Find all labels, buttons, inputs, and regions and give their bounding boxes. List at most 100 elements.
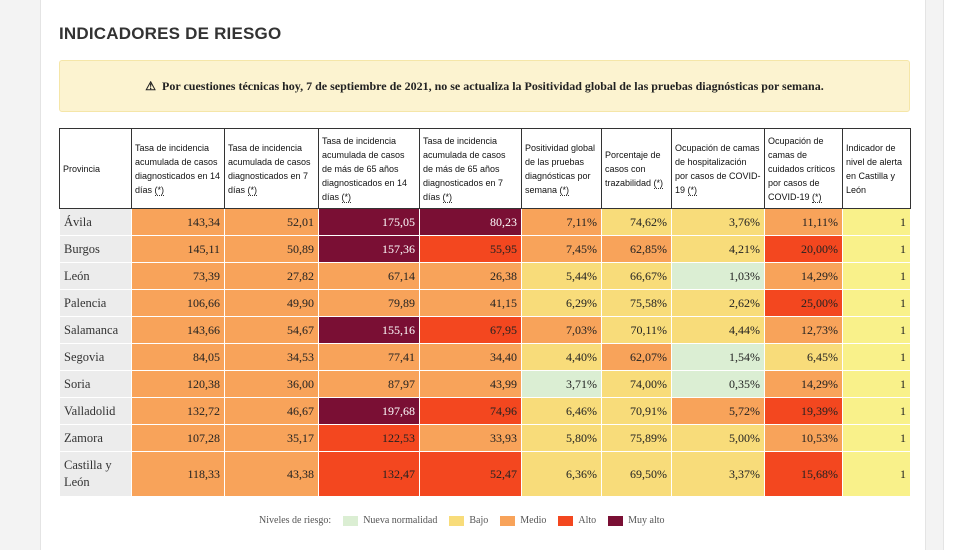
value-cell: 1 xyxy=(842,235,911,263)
header-nivel-alerta: Indicador de nivel de alerta en Castilla… xyxy=(842,128,911,209)
value-cell: 50,89 xyxy=(224,235,319,263)
header-provincia: Provincia xyxy=(59,128,132,209)
province-name-cell: Zamora xyxy=(59,424,132,452)
value-cell: 67,14 xyxy=(318,262,420,290)
value-cell: 12,73% xyxy=(764,316,843,344)
value-cell: 132,72 xyxy=(131,397,225,425)
value-cell: 7,11% xyxy=(521,208,602,236)
legend-item-label: Alto xyxy=(578,515,597,526)
value-cell: 5,80% xyxy=(521,424,602,452)
legend-swatch xyxy=(500,515,516,526)
header-positividad: Positividad global de las pruebas diagnó… xyxy=(521,128,602,209)
asterisk-link[interactable]: (*) xyxy=(442,191,453,203)
value-cell: 197,68 xyxy=(318,397,420,425)
alert-text: Por cuestiones técnicas hoy, 7 de septie… xyxy=(162,78,824,93)
value-cell: 1 xyxy=(842,397,911,425)
table-header-row: Provincia Tasa de incidencia acumulada d… xyxy=(59,128,911,209)
value-cell: 46,67 xyxy=(224,397,319,425)
value-cell: 157,36 xyxy=(318,235,420,263)
asterisk-link[interactable]: (*) xyxy=(559,184,570,196)
value-cell: 1 xyxy=(842,316,911,344)
province-name-cell: Salamanca xyxy=(59,316,132,344)
province-name-cell: Palencia xyxy=(59,289,132,317)
asterisk-link[interactable]: (*) xyxy=(687,184,698,196)
technical-notice-alert: ⚠ Por cuestiones técnicas hoy, 7 de sept… xyxy=(59,60,910,112)
value-cell: 41,15 xyxy=(419,289,522,317)
value-cell: 1 xyxy=(842,289,911,317)
value-cell: 5,44% xyxy=(521,262,602,290)
value-cell: 3,71% xyxy=(521,370,602,398)
value-cell: 36,00 xyxy=(224,370,319,398)
value-cell: 5,72% xyxy=(671,397,765,425)
value-cell: 75,89% xyxy=(601,424,672,452)
value-cell: 1 xyxy=(842,262,911,290)
legend-swatch xyxy=(449,515,465,526)
value-cell: 66,67% xyxy=(601,262,672,290)
value-cell: 120,38 xyxy=(131,370,225,398)
value-cell: 74,62% xyxy=(601,208,672,236)
warning-icon: ⚠ xyxy=(145,78,157,93)
value-cell: 62,07% xyxy=(601,343,672,371)
value-cell: 33,93 xyxy=(419,424,522,452)
value-cell: 155,16 xyxy=(318,316,420,344)
asterisk-link[interactable]: (*) xyxy=(653,177,664,189)
asterisk-link[interactable]: (*) xyxy=(812,191,822,203)
legend-item-label: Medio xyxy=(520,515,547,526)
value-cell: 87,97 xyxy=(318,370,420,398)
value-cell: 19,39% xyxy=(764,397,843,425)
legend-swatch xyxy=(608,515,624,526)
table-row: Palencia 106,66 49,90 79,89 41,15 6,29% 75,58%… xyxy=(59,289,911,317)
value-cell: 73,39 xyxy=(131,262,225,290)
risk-indicators-table: Provincia Tasa de incidencia acumulada d… xyxy=(59,128,911,497)
value-cell: 145,11 xyxy=(131,235,225,263)
table-row: Valladolid 132,72 46,67 197,68 74,96 6,46% 70,… xyxy=(59,397,911,425)
table-row: Castilla y León 118,33 43,38 132,47 52,47 6,3… xyxy=(59,451,911,497)
province-name-cell: León xyxy=(59,262,132,290)
value-cell: 62,85% xyxy=(601,235,672,263)
value-cell: 107,28 xyxy=(131,424,225,452)
value-cell: 4,40% xyxy=(521,343,602,371)
value-cell: 70,91% xyxy=(601,397,672,425)
value-cell: 34,40 xyxy=(419,343,522,371)
province-name-cell: Valladolid xyxy=(59,397,132,425)
value-cell: 2,62% xyxy=(671,289,765,317)
value-cell: 11,11% xyxy=(764,208,843,236)
value-cell: 1,54% xyxy=(671,343,765,371)
value-cell: 1 xyxy=(842,343,911,371)
value-cell: 52,47 xyxy=(419,451,522,497)
legend-item-label: Muy alto xyxy=(628,515,665,526)
value-cell: 52,01 xyxy=(224,208,319,236)
asterisk-link[interactable]: (*) xyxy=(341,191,352,203)
right-panel xyxy=(943,0,980,550)
header-criticos: Ocupación de camas de cuidados críticos … xyxy=(764,128,843,209)
value-cell: 69,50% xyxy=(601,451,672,497)
legend-swatch xyxy=(558,515,574,526)
legend-item-label: Nueva normalidad xyxy=(363,515,438,526)
asterisk-link[interactable]: (*) xyxy=(247,184,258,196)
value-cell: 132,47 xyxy=(318,451,420,497)
value-cell: 106,66 xyxy=(131,289,225,317)
value-cell: 4,44% xyxy=(671,316,765,344)
value-cell: 3,76% xyxy=(671,208,765,236)
value-cell: 15,68% xyxy=(764,451,843,497)
table-row: Ávila 143,34 52,01 175,05 80,23 7,11% 74,62% 3,… xyxy=(59,208,911,236)
table-row: León 73,39 27,82 67,14 26,38 5,44% 66,67% 1,03%… xyxy=(59,262,911,290)
legend-swatch xyxy=(343,515,359,526)
table-body: Ávila 143,34 52,01 175,05 80,23 7,11% 74,62% 3,… xyxy=(59,208,911,497)
value-cell: 49,90 xyxy=(224,289,319,317)
value-cell: 6,29% xyxy=(521,289,602,317)
value-cell: 4,21% xyxy=(671,235,765,263)
header-hospitalizacion: Ocupación de camas de hospitalización po… xyxy=(671,128,765,209)
value-cell: 43,99 xyxy=(419,370,522,398)
value-cell: 54,67 xyxy=(224,316,319,344)
value-cell: 6,36% xyxy=(521,451,602,497)
value-cell: 55,95 xyxy=(419,235,522,263)
page-title: INDICADORES DE RIESGO xyxy=(59,24,282,43)
value-cell: 1 xyxy=(842,451,911,497)
value-cell: 26,38 xyxy=(419,262,522,290)
header-ia14-65: Tasa de incidencia acumulada de casos de… xyxy=(318,128,420,209)
header-ia14: Tasa de incidencia acumulada de casos di… xyxy=(131,128,225,209)
asterisk-link[interactable]: (*) xyxy=(154,184,165,196)
legend-item-label: Bajo xyxy=(469,515,489,526)
value-cell: 6,46% xyxy=(521,397,602,425)
